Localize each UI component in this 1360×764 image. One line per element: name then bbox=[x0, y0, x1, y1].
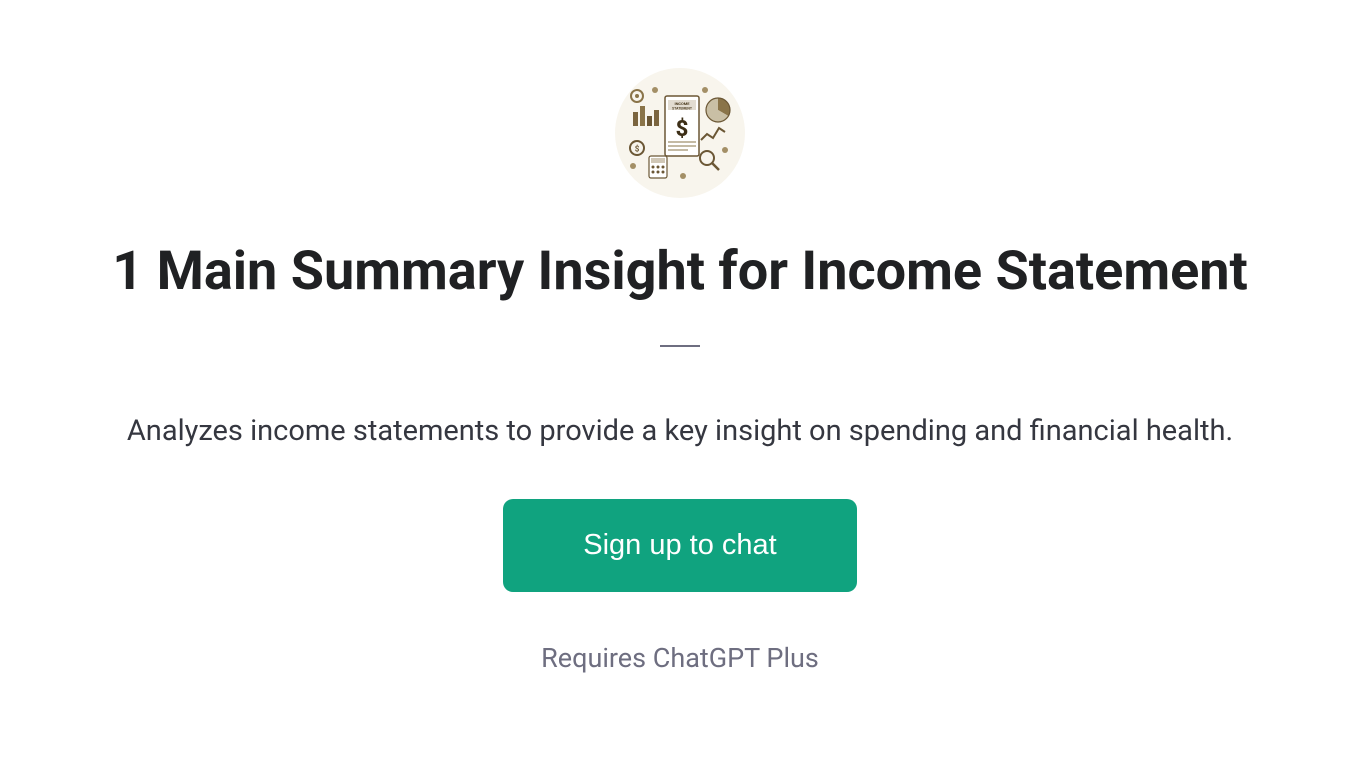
title-divider bbox=[660, 345, 700, 347]
requires-label: Requires ChatGPT Plus bbox=[541, 642, 819, 674]
svg-text:STATEMENT: STATEMENT bbox=[672, 107, 693, 111]
svg-text:$: $ bbox=[676, 117, 689, 142]
svg-text:$: $ bbox=[635, 145, 640, 154]
signup-button[interactable]: Sign up to chat bbox=[503, 499, 856, 592]
gpt-description: Analyzes income statements to provide a … bbox=[127, 411, 1233, 452]
svg-text:INCOME: INCOME bbox=[674, 101, 690, 106]
gpt-avatar: INCOME STATEMENT $ $ bbox=[615, 68, 745, 198]
income-statement-icon: INCOME STATEMENT $ $ bbox=[615, 68, 745, 198]
page-title: 1 Main Summary Insight for Income Statem… bbox=[112, 240, 1248, 305]
